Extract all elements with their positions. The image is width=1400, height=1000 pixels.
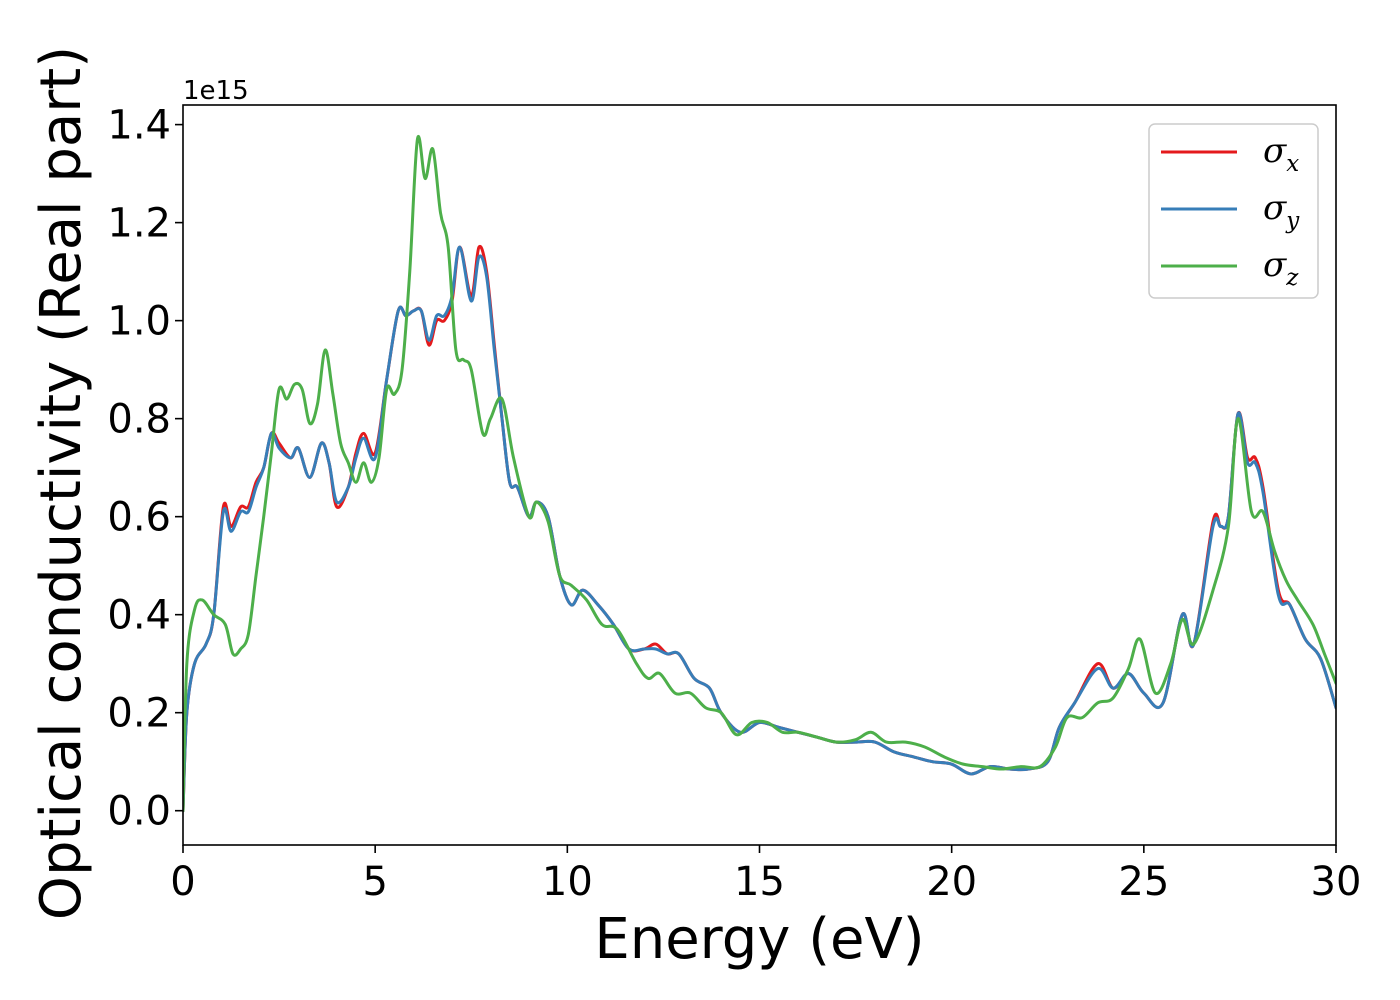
y-axis-label: Optical conductivity (Real part) — [29, 46, 94, 920]
y-tick-label: 1.2 — [107, 201, 171, 247]
series-line-y — [183, 245, 1336, 813]
y-tick-label: 1.4 — [107, 103, 171, 149]
legend-subscript: y — [1285, 208, 1300, 234]
legend-symbol: σ — [1263, 245, 1287, 285]
y-offset-text: 1e15 — [183, 76, 249, 106]
y-tick-label: 0.4 — [107, 593, 171, 639]
series-line-z — [183, 135, 1336, 813]
x-tick-label: 20 — [926, 859, 977, 905]
legend-subscript: z — [1285, 265, 1299, 291]
x-tick-label: 0 — [170, 859, 195, 905]
x-tick-label: 10 — [542, 859, 593, 905]
legend-box — [1148, 123, 1319, 299]
legend-symbol: σ — [1263, 131, 1287, 171]
y-tick-label: 1.0 — [107, 299, 171, 345]
x-tick-label: 25 — [1118, 859, 1169, 905]
x-tick-label: 5 — [362, 859, 387, 905]
y-axis: 0.0 0.2 0.4 0.6 0.8 1.0 1.2 1.4 — [107, 103, 183, 835]
y-tick-label: 0.0 — [107, 789, 171, 835]
legend-label-z: σz — [1263, 245, 1299, 291]
x-tick-label: 30 — [1311, 859, 1362, 905]
y-tick-label: 0.8 — [107, 397, 171, 443]
legend-label-x: σx — [1263, 131, 1299, 177]
x-axis: 0 5 10 15 20 25 30 — [170, 845, 1361, 905]
legend-subscript: x — [1286, 151, 1299, 177]
x-axis-label: Energy (eV) — [594, 907, 924, 972]
x-tick-label: 15 — [734, 859, 785, 905]
y-tick-label: 0.2 — [107, 691, 171, 737]
plot-lines — [183, 135, 1336, 813]
y-tick-label: 0.6 — [107, 495, 171, 541]
legend-label-y: σy — [1263, 188, 1300, 234]
legend-symbol: σ — [1263, 188, 1287, 228]
